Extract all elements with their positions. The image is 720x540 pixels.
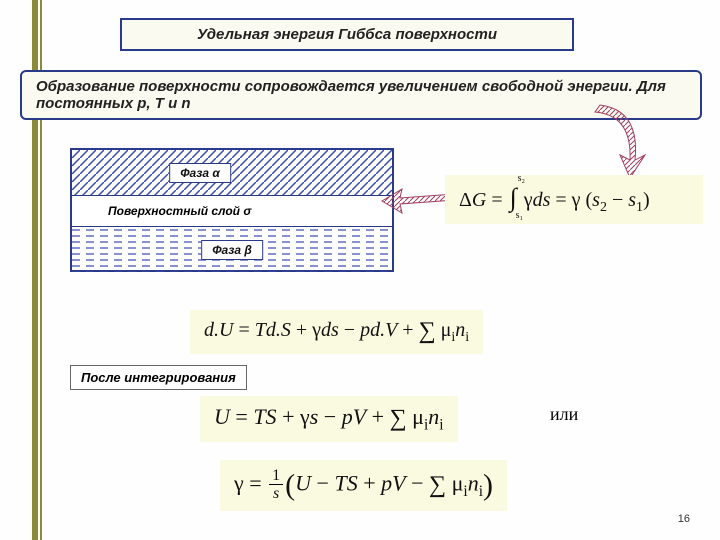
phase-beta: Фаза β: [72, 227, 392, 272]
page-number: 16: [678, 513, 690, 525]
surface-layer: Поверхностный слой σ: [72, 195, 392, 227]
phase-alpha: Фаза α: [72, 150, 392, 195]
surface-layer-label: Поверхностный слой σ: [102, 202, 257, 220]
equation-du: d.U = Td.S + γds − pd.V + ∑ μini: [190, 310, 483, 354]
equation-gamma: γ = 1s(U − TS + pV − ∑ μini): [220, 460, 507, 511]
equation-delta-g: ΔG = ∫s₂s₁ γds = γ (s2 − s1): [445, 175, 703, 224]
phase-beta-label: Фаза β: [201, 240, 263, 260]
slide-title: Удельная энергия Гиббса поверхности: [120, 18, 574, 51]
arrow-to-eq1: [590, 100, 670, 180]
after-integration-label: После интегрирования: [70, 365, 247, 390]
or-word: или: [550, 404, 578, 425]
equation-u: U = TS + γs − pV + ∑ μini: [200, 396, 458, 442]
phase-diagram: Фаза α Поверхностный слой σ Фаза β: [70, 148, 394, 272]
phase-alpha-label: Фаза α: [169, 163, 231, 183]
